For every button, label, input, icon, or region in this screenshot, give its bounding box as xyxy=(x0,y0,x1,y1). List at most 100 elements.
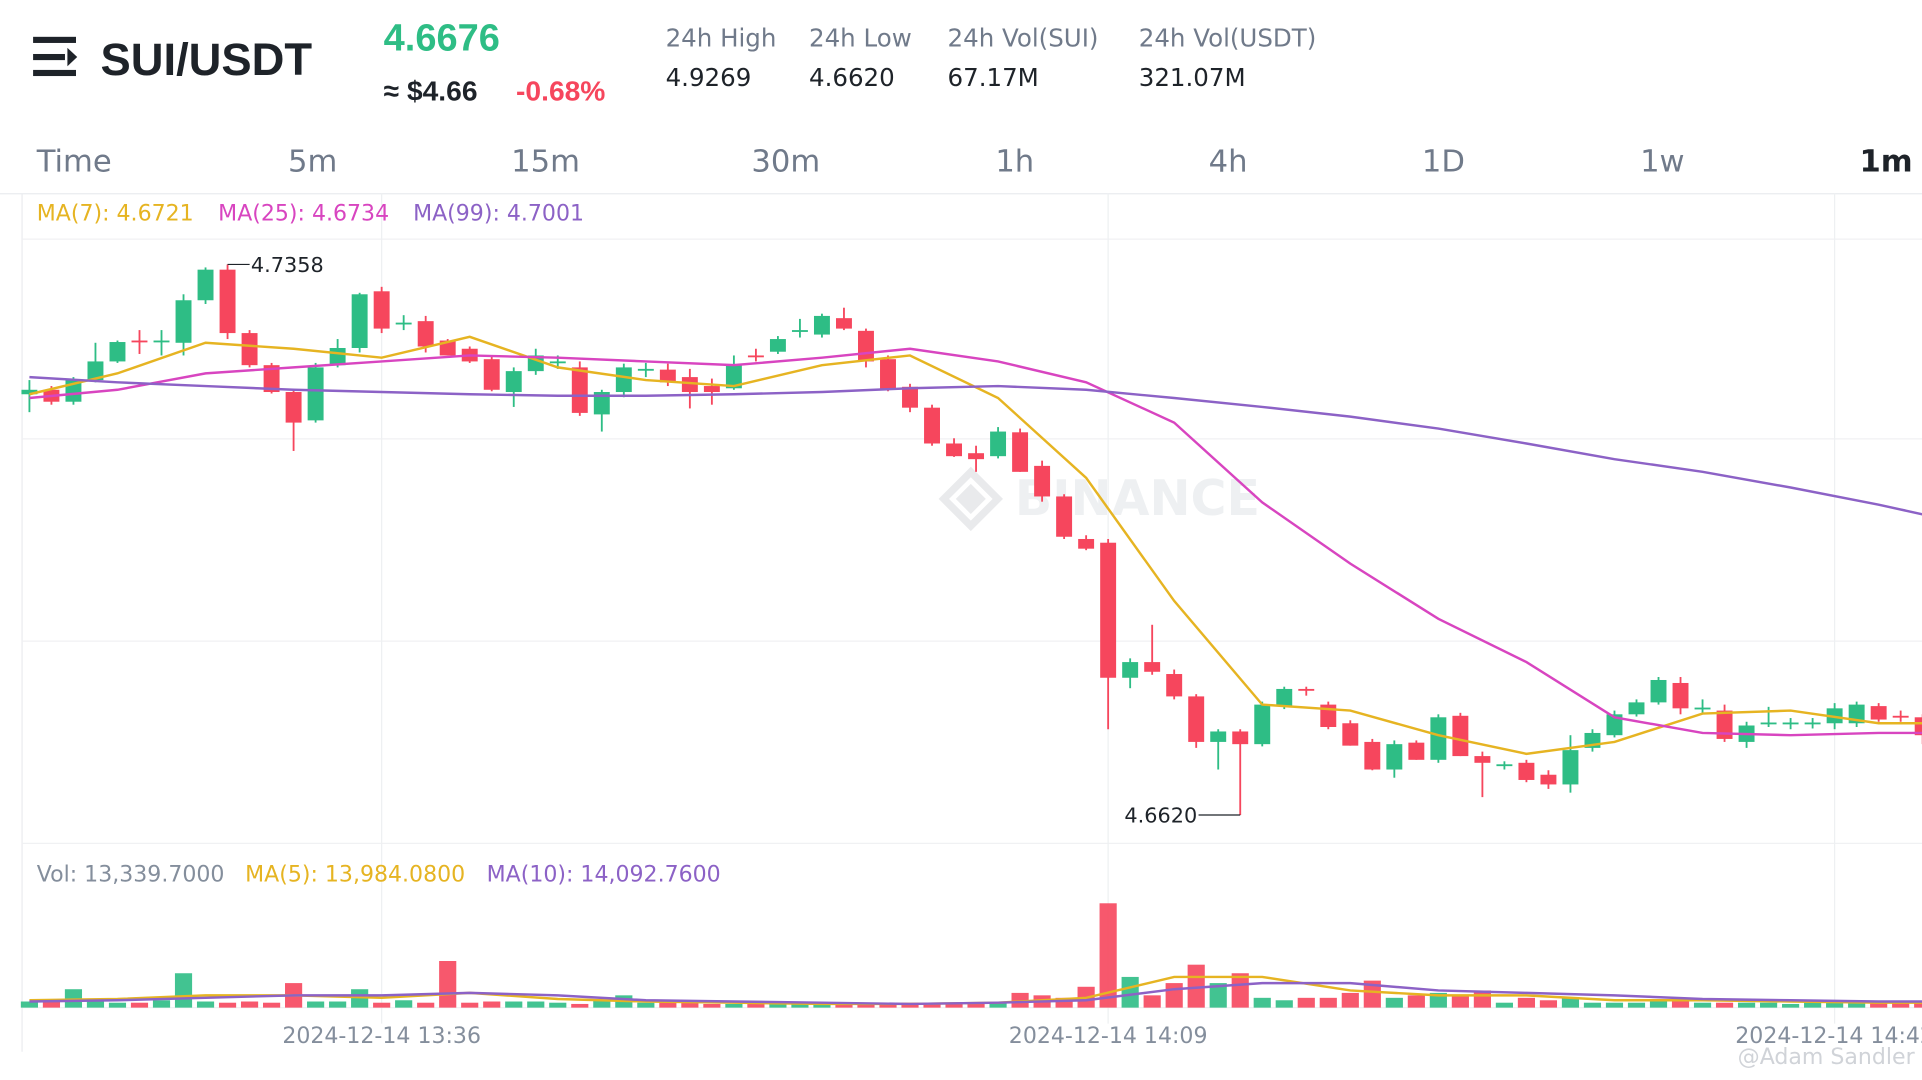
candle-body xyxy=(197,269,214,301)
volume-bar xyxy=(1693,1002,1712,1008)
volume-bar xyxy=(483,1001,501,1008)
interval-tab[interactable]: 4h xyxy=(1209,145,1248,180)
candle-body xyxy=(1408,742,1425,760)
ma-line xyxy=(29,975,1922,1006)
volume-bar xyxy=(923,1002,941,1008)
volume-bar xyxy=(1253,997,1271,1008)
volume-bar xyxy=(659,1000,677,1008)
interval-tab[interactable]: 1w xyxy=(1640,145,1685,180)
interval-tab[interactable]: 1D xyxy=(1422,145,1465,180)
candle-body xyxy=(439,340,456,356)
candle-body xyxy=(1914,717,1922,736)
volume-bar xyxy=(1209,983,1227,1008)
candle-body xyxy=(175,300,192,343)
candle-body xyxy=(968,453,985,460)
candle-body xyxy=(1496,764,1513,767)
volume-bar xyxy=(1385,997,1403,1008)
candle-body xyxy=(1804,722,1821,725)
candle-body xyxy=(329,347,346,366)
candle-body xyxy=(351,294,368,348)
candle-body xyxy=(1892,715,1909,718)
volume-bar xyxy=(1671,997,1690,1008)
candle-body xyxy=(131,340,148,343)
volume-bar xyxy=(703,1003,721,1008)
interval-tab[interactable]: 5m xyxy=(288,145,337,180)
interval-tab[interactable]: 15m xyxy=(511,145,580,180)
volume-bar xyxy=(86,1001,105,1008)
price-grid xyxy=(22,238,1922,1009)
candle-body xyxy=(880,359,896,390)
candle-body xyxy=(1760,722,1777,725)
watermark: BINANCE xyxy=(1015,469,1260,527)
candle-body xyxy=(1672,682,1689,709)
ma-line xyxy=(29,375,1922,516)
candle-body xyxy=(1298,688,1315,691)
candle-body xyxy=(659,369,676,383)
candle-body xyxy=(615,367,632,393)
usd-price: ≈ $4.66 xyxy=(384,75,478,107)
volume-bar xyxy=(152,1000,171,1008)
x-tick-label: 2024-12-14 14:09 xyxy=(1009,1024,1208,1049)
ma-legend: MA(7): 4.6721 xyxy=(37,202,194,227)
ma-legend: MA(99): 4.7001 xyxy=(413,202,584,227)
interval-tab[interactable]: 30m xyxy=(751,145,820,180)
volume-bar xyxy=(1737,1002,1756,1008)
volume-bar xyxy=(1583,1002,1602,1008)
volume-bar xyxy=(1275,1000,1293,1008)
volume-bar xyxy=(196,1001,215,1008)
candle-body xyxy=(241,333,258,366)
ma-legend: MA(25): 4.6734 xyxy=(218,202,389,227)
candle-body xyxy=(21,389,38,395)
volume-bar xyxy=(1451,995,1469,1008)
candle-body xyxy=(1078,538,1095,549)
candle-body xyxy=(505,371,522,393)
volume-bar xyxy=(417,1002,435,1008)
volume-bar xyxy=(1826,1002,1844,1008)
volume-bar xyxy=(1517,997,1536,1008)
low-label: 4.6620 xyxy=(1124,803,1197,827)
candle-body xyxy=(571,367,588,413)
candle-body xyxy=(1606,714,1623,736)
candle-body xyxy=(747,355,764,358)
volume-ma-legend: MA(10): 14,092.7600 xyxy=(487,862,721,887)
x-tick-label: 2024-12-14 14:42 xyxy=(1735,1024,1922,1049)
candle-body xyxy=(1188,696,1205,742)
candle-body xyxy=(637,368,654,371)
volume-bar xyxy=(1143,995,1161,1008)
stat-value: 321.07M xyxy=(1139,63,1246,92)
interval-tab[interactable]: 1h xyxy=(995,145,1034,180)
ma-line xyxy=(29,347,1922,737)
menu-icon[interactable] xyxy=(33,36,78,77)
volume-bar xyxy=(1121,976,1139,1008)
candle-body xyxy=(1870,706,1887,720)
volume-bar xyxy=(461,1002,479,1008)
candle-body xyxy=(681,377,698,393)
volume-bar xyxy=(769,1003,787,1008)
volume-bar xyxy=(637,1002,655,1008)
candle-body xyxy=(1540,774,1557,785)
candle-body xyxy=(791,330,808,332)
volume-bar xyxy=(1782,1003,1800,1008)
volume-bar xyxy=(1561,997,1580,1008)
interval-tab[interactable]: Time xyxy=(36,145,112,180)
interval-tab[interactable]: 1m xyxy=(1859,145,1912,180)
stat-label: 24h High xyxy=(666,24,777,53)
volume-bar xyxy=(130,1002,149,1008)
candle-body xyxy=(813,315,830,335)
candle-body xyxy=(1474,756,1491,763)
volume-bar xyxy=(1914,1001,1922,1008)
volume-bar xyxy=(1187,964,1205,1008)
x-tick-label: 2024-12-14 13:36 xyxy=(282,1024,481,1049)
symbol[interactable]: SUI/USDT xyxy=(101,34,313,85)
candle-body xyxy=(902,386,918,408)
volume-bar xyxy=(1870,1002,1888,1008)
candle-body xyxy=(1232,731,1249,745)
volume-bar xyxy=(1407,995,1425,1008)
candle-body xyxy=(835,318,852,329)
volume-legend: Vol: 13,339.7000 xyxy=(37,862,225,887)
candle-body xyxy=(1430,717,1447,760)
candle-body xyxy=(87,361,104,381)
stat-value: 4.6620 xyxy=(809,63,895,92)
volume-bar xyxy=(593,1000,611,1008)
candle-body xyxy=(417,321,434,347)
